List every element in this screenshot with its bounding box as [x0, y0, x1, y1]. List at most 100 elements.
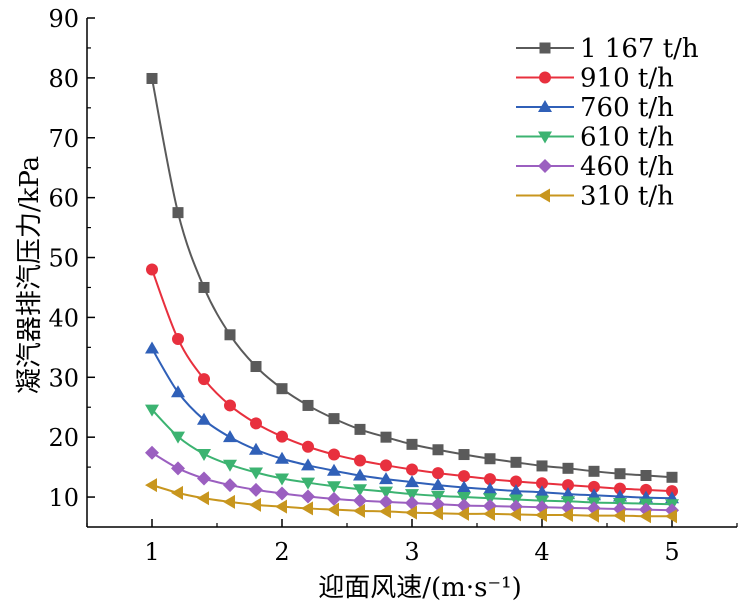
data-point-series-1: [666, 485, 678, 498]
data-point-series-4: [223, 478, 237, 493]
data-point-series-1: [406, 463, 418, 476]
data-point-series-1: [432, 467, 444, 480]
data-point-series-1: [562, 479, 574, 492]
data-point-series-2: [509, 484, 523, 497]
data-point-series-1: [484, 473, 496, 486]
data-point-series-1: [276, 430, 288, 443]
data-point-series-1: [328, 448, 340, 461]
data-point-series-4: [327, 491, 341, 506]
data-point-series-3: [223, 459, 237, 472]
data-point-series-5: [327, 502, 339, 517]
x-tick-label: 5: [664, 538, 679, 566]
data-point-series-1: [510, 475, 522, 488]
y-tick-label: 90: [48, 5, 79, 33]
data-point-series-3: [275, 473, 289, 486]
data-point-series-1: [302, 440, 314, 453]
data-point-series-5: [639, 509, 651, 524]
data-point-series-2: [431, 478, 445, 491]
legend-marker-1: [539, 71, 551, 84]
legend-marker-0: [539, 42, 551, 54]
data-point-series-2: [483, 482, 497, 495]
data-point-series-5: [145, 478, 157, 493]
data-point-series-5: [353, 503, 365, 518]
data-point-series-5: [431, 506, 443, 521]
data-point-series-0: [354, 423, 366, 435]
data-point-series-3: [327, 481, 341, 494]
data-point-series-2: [405, 475, 419, 488]
y-tick-label: 20: [48, 424, 79, 452]
data-point-series-4: [457, 498, 471, 513]
data-point-series-1: [198, 373, 210, 386]
y-tick-label: 30: [48, 364, 79, 392]
legend-label-4: 460 t/h: [580, 152, 674, 182]
data-point-series-0: [250, 361, 262, 373]
series-line-1: [151, 269, 673, 493]
data-point-series-5: [405, 505, 417, 520]
legend-label-5: 310 t/h: [580, 182, 674, 212]
data-point-series-5: [535, 508, 547, 523]
data-point-series-1: [146, 263, 158, 276]
data-point-series-4: [249, 482, 263, 497]
data-point-series-0: [172, 207, 184, 219]
data-point-series-1: [458, 470, 470, 483]
data-point-series-0: [458, 449, 470, 461]
data-point-series-4: [171, 461, 185, 476]
x-tick-label: 2: [274, 538, 289, 566]
data-point-series-0: [328, 413, 340, 425]
y-tick-label: 60: [48, 185, 79, 213]
data-point-series-2: [223, 430, 237, 443]
data-point-series-0: [484, 453, 496, 465]
data-point-series-2: [353, 468, 367, 481]
data-point-series-2: [197, 412, 211, 425]
data-point-series-2: [327, 463, 341, 476]
data-point-series-4: [665, 503, 679, 518]
data-point-series-5: [223, 494, 235, 509]
data-point-series-4: [353, 493, 367, 508]
data-point-series-1: [172, 332, 184, 345]
data-point-series-5: [613, 508, 625, 523]
data-point-series-5: [275, 499, 287, 514]
legend-marker-2: [538, 100, 552, 112]
data-point-series-3: [405, 489, 419, 502]
data-point-series-0: [614, 468, 626, 480]
data-point-series-3: [197, 448, 211, 461]
data-point-series-1: [640, 483, 652, 496]
data-point-series-5: [665, 509, 677, 524]
data-point-series-1: [250, 417, 262, 430]
data-point-series-2: [561, 487, 575, 500]
data-point-series-0: [536, 460, 548, 472]
data-point-series-5: [249, 497, 261, 512]
legend-label-3: 610 t/h: [580, 123, 674, 153]
data-point-series-5: [457, 506, 469, 521]
data-point-series-2: [587, 488, 601, 501]
data-point-series-0: [302, 399, 314, 411]
data-point-series-2: [249, 442, 263, 455]
data-point-series-2: [275, 451, 289, 464]
data-point-series-2: [457, 480, 471, 493]
data-point-series-3: [301, 477, 315, 490]
legend-label-1: 910 t/h: [580, 64, 674, 94]
data-point-series-0: [224, 329, 236, 341]
data-point-series-1: [614, 482, 626, 495]
data-point-series-5: [561, 508, 573, 523]
y-tick-label: 50: [48, 245, 79, 273]
data-point-series-3: [249, 467, 263, 480]
data-point-series-2: [301, 458, 315, 471]
data-point-series-4: [301, 489, 315, 504]
data-point-series-1: [354, 454, 366, 467]
legend-marker-5: [538, 188, 550, 203]
data-point-series-4: [145, 445, 159, 460]
y-tick-label: 10: [48, 484, 79, 512]
data-point-series-0: [666, 471, 678, 483]
data-point-series-0: [406, 438, 418, 450]
data-point-series-0: [562, 462, 574, 474]
data-point-series-5: [483, 506, 495, 521]
y-tick-label: 40: [48, 304, 79, 332]
x-axis-label: 迎面风速/(m·s⁻¹): [318, 573, 521, 603]
data-point-series-3: [171, 431, 185, 444]
data-point-series-4: [483, 499, 497, 514]
data-point-series-2: [171, 385, 185, 398]
